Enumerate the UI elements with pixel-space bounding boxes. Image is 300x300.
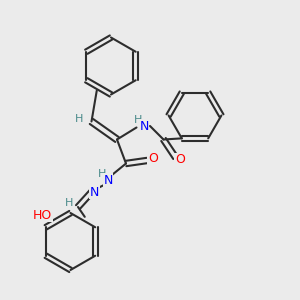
Text: H: H <box>65 197 73 208</box>
Text: N: N <box>103 173 113 187</box>
Text: O: O <box>148 152 158 166</box>
Text: O: O <box>175 153 185 167</box>
Text: N: N <box>139 119 149 133</box>
Text: H: H <box>75 113 84 124</box>
Text: H: H <box>98 169 106 179</box>
Text: N: N <box>90 185 99 199</box>
Text: HO: HO <box>33 209 52 222</box>
Text: H: H <box>134 115 142 125</box>
